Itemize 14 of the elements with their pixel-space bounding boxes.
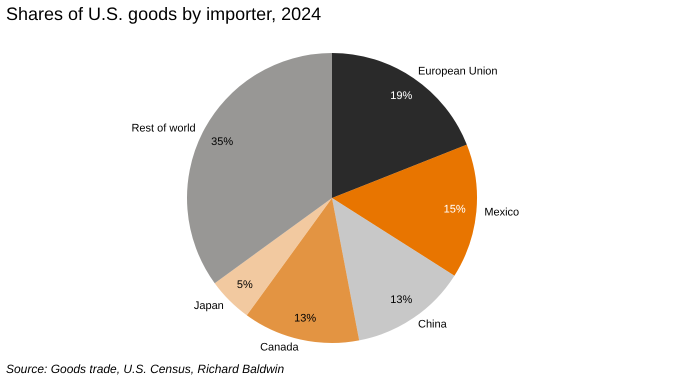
data-label: 13%: [390, 294, 412, 306]
slice-label: European Union: [418, 65, 498, 78]
slice-label: Japan: [194, 300, 224, 312]
slice-label: Canada: [260, 341, 300, 354]
data-label: 13%: [294, 312, 316, 324]
data-label: 15%: [444, 204, 466, 216]
data-label: 19%: [390, 90, 412, 102]
slice-label: Mexico: [484, 206, 520, 218]
source-note: Source: Goods trade, U.S. Census, Richard Baldwin: [6, 362, 284, 376]
slice-label: Rest of world: [131, 122, 196, 135]
chart-title: Shares of U.S. goods by importer, 2024: [6, 4, 322, 25]
data-label: 5%: [236, 279, 254, 292]
data-label: 35%: [211, 136, 234, 148]
slice-label: China: [418, 318, 448, 331]
